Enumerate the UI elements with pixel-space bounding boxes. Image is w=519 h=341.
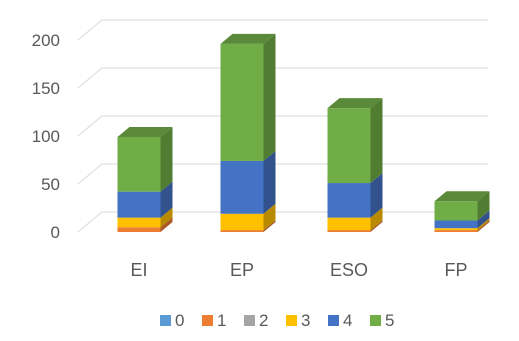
y-tick-label: 150 <box>32 79 60 98</box>
legend-entry: 5 <box>385 311 394 330</box>
bar-front-face <box>117 227 161 232</box>
legend-entry: 3 <box>301 311 310 330</box>
bar-side-face <box>477 220 490 232</box>
legend-entry: 2 <box>259 311 268 330</box>
gridline-depth-100 <box>77 115 103 137</box>
bar-front-face <box>434 228 478 231</box>
bar-side-face <box>370 220 383 232</box>
bar-side-face <box>160 207 173 228</box>
bar-front-face <box>220 230 264 232</box>
bar-side-face <box>370 207 383 231</box>
bar-front-face <box>327 230 371 232</box>
bar-side-face <box>477 218 490 231</box>
legend-swatch <box>202 315 213 326</box>
bar-side-face <box>477 191 490 221</box>
bar-side-face <box>160 181 173 218</box>
bar-EP-series-3 <box>220 203 276 231</box>
bar-side-face <box>160 217 173 232</box>
legend-entry: 1 <box>217 311 226 330</box>
bar-side-face <box>477 210 490 229</box>
bar-side-face <box>370 173 383 218</box>
x-category-label: EP <box>230 260 254 280</box>
bar-side-face <box>263 33 276 161</box>
bar-front-face <box>434 230 478 232</box>
bar-EI-series-5 <box>117 126 173 192</box>
x-category-label: EI <box>130 260 147 280</box>
legend-entry: 4 <box>343 311 352 330</box>
bar-front-face <box>327 183 371 218</box>
gridline-depth-150 <box>77 67 103 89</box>
bar-top-face-EP <box>220 33 276 44</box>
bar-FP-series-1 <box>434 220 490 232</box>
bar-side-face <box>370 98 383 184</box>
bar-EI-series-4 <box>117 181 173 218</box>
bar-ESO-series-4 <box>327 173 383 218</box>
legend-swatch <box>244 315 255 326</box>
y-tick-label: 50 <box>41 175 60 194</box>
y-tick-label: 0 <box>51 223 60 242</box>
bar-front-face <box>327 108 371 184</box>
y-tick-label: 100 <box>32 127 60 146</box>
bar-front-face <box>220 43 264 161</box>
bar-EI-series-3 <box>117 207 173 228</box>
bar-front-face <box>117 136 161 192</box>
bar-EI-series-1 <box>117 217 173 232</box>
bar-ESO-series-1 <box>327 220 383 232</box>
bar-FP-series-3 <box>434 218 490 231</box>
bar-side-face <box>263 203 276 231</box>
bar-front-face <box>327 217 371 231</box>
bar-front-face <box>434 220 478 229</box>
bar-side-face <box>160 126 173 192</box>
gridline-depth-0 <box>77 211 103 233</box>
bar-ESO-series-5 <box>327 98 383 184</box>
gridline-depth-50 <box>77 163 103 185</box>
x-category-label: FP <box>444 260 467 280</box>
bar-front-face <box>220 213 264 231</box>
bar-top-face-FP <box>434 191 490 202</box>
bar-EP-series-5 <box>220 33 276 161</box>
bar-EP-series-4 <box>220 150 276 214</box>
legend-swatch <box>370 315 381 326</box>
legend-swatch <box>328 315 339 326</box>
bar-front-face <box>117 217 161 228</box>
bar-ESO-series-3 <box>327 207 383 231</box>
legend-swatch <box>160 315 171 326</box>
bar-side-face <box>263 220 276 232</box>
y-tick-label: 200 <box>32 31 60 50</box>
bar-front-face <box>220 160 264 214</box>
bar-front-face <box>434 201 478 221</box>
legend-swatch <box>286 315 297 326</box>
bar-top-face-ESO <box>327 98 383 109</box>
legend-entry: 0 <box>175 311 184 330</box>
x-category-label: ESO <box>330 260 368 280</box>
bar-side-face <box>263 150 276 214</box>
bar-FP-series-4 <box>434 210 490 229</box>
bar-FP-series-5 <box>434 191 490 221</box>
gridline-depth-200 <box>77 19 103 41</box>
bar-top-face-EI <box>117 126 173 137</box>
bar-front-face <box>117 191 161 218</box>
bar-EP-series-1 <box>220 220 276 232</box>
legend: 0 1 2 3 4 5 <box>160 311 394 330</box>
